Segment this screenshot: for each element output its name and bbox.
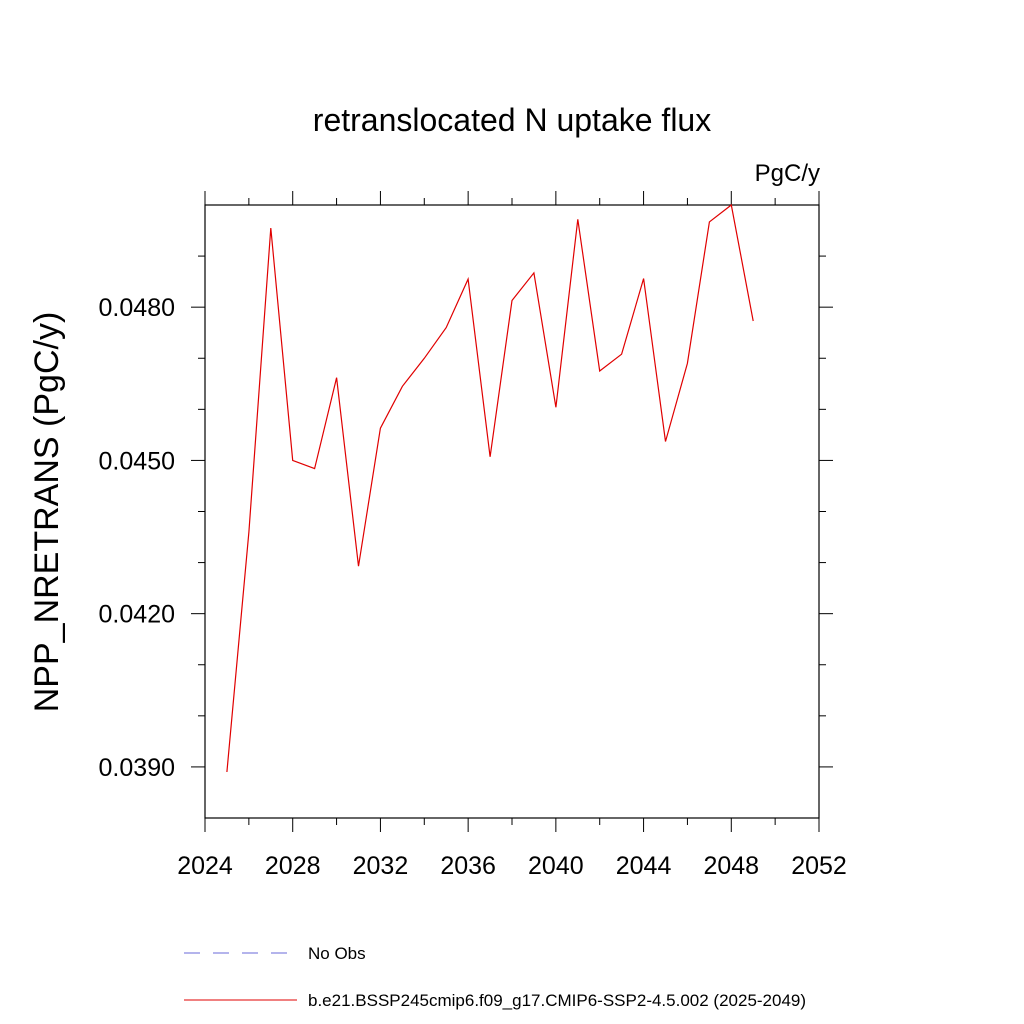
x-tick-label: 2052 — [791, 852, 847, 880]
plot-frame — [204, 204, 820, 819]
y-tick-label: 0.0390 — [99, 754, 175, 782]
x-tick-label: 2024 — [177, 852, 233, 880]
x-tick-label: 2036 — [440, 852, 496, 880]
x-tick-label: 2048 — [703, 852, 759, 880]
y-tick-label: 0.0480 — [99, 294, 175, 322]
legend-label-model: b.e21.BSSP245cmip6.f09_g17.CMIP6-SSP2-4.… — [308, 991, 806, 1010]
x-axis-tick-labels: 2024 2028 2032 2036 2040 2044 2048 2052 — [177, 852, 847, 880]
units-label: PgC/y — [755, 160, 820, 187]
legend-label-no-obs: No Obs — [308, 944, 366, 963]
x-tick-label: 2044 — [616, 852, 672, 880]
x-tick-label: 2040 — [528, 852, 584, 880]
x-tick-label: 2028 — [265, 852, 321, 880]
y-tick-label: 0.0420 — [99, 601, 175, 629]
series-line — [226, 203, 754, 773]
chart-title: retranslocated N uptake flux — [313, 102, 711, 138]
series-layer — [226, 203, 754, 773]
legend: No Obs b.e21.BSSP245cmip6.f09_g17.CMIP6-… — [184, 944, 806, 1010]
y-axis-tick-labels: 0.0390 0.0420 0.0450 0.0480 — [99, 294, 175, 782]
y-axis-label: NPP_NRETRANS (PgC/y) — [28, 312, 66, 713]
y-tick-label: 0.0450 — [99, 447, 175, 475]
tick-marks — [191, 191, 833, 832]
x-tick-label: 2032 — [353, 852, 409, 880]
